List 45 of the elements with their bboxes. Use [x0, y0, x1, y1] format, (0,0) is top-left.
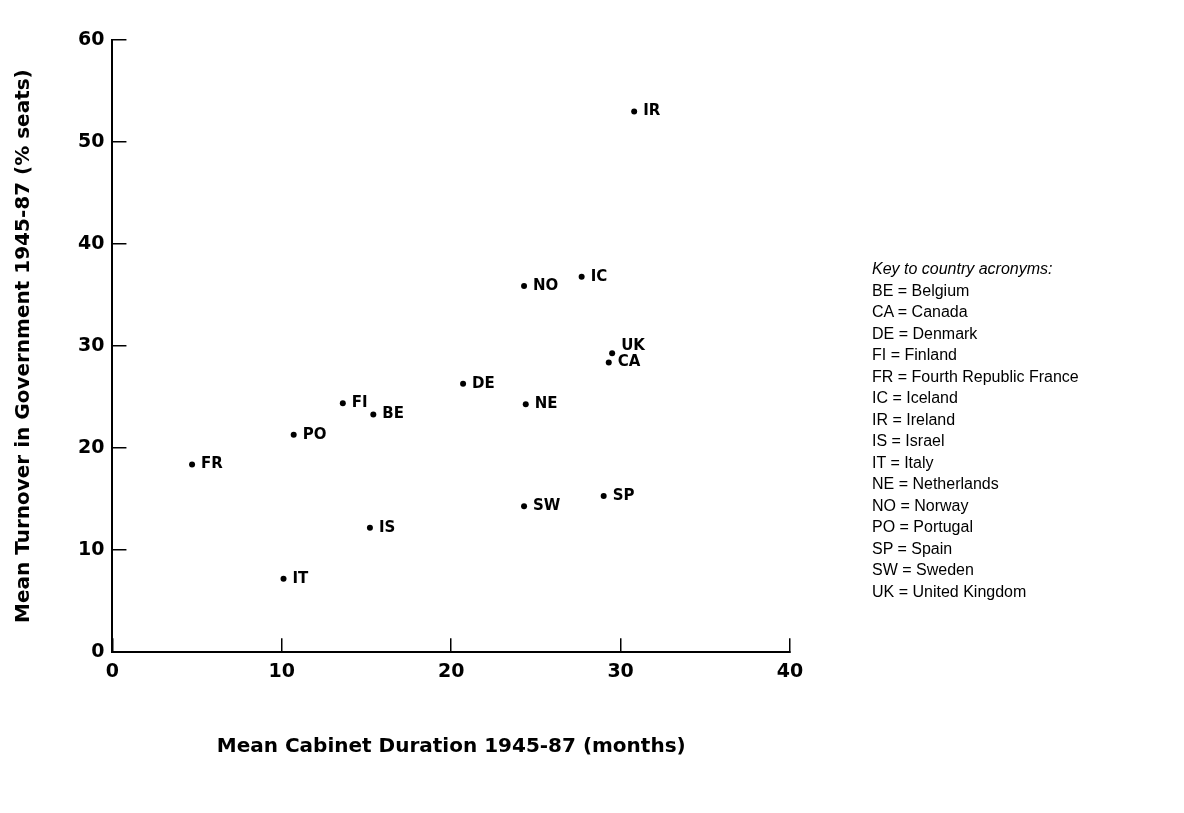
y-tick-label: 20 [77, 435, 105, 458]
annotation: IS [378, 517, 396, 536]
y-tick-label: 50 [77, 128, 105, 151]
text: FI = Finland [872, 345, 958, 365]
text: Key to country acronyms: [872, 259, 1054, 279]
text: IS = Israel [872, 431, 946, 451]
annotation: UK [621, 336, 647, 355]
y-tick-label: 30 [77, 333, 105, 356]
annotation: IC [590, 266, 608, 285]
text: IR = Ireland [872, 409, 957, 430]
x-tick-label: 20 [437, 658, 465, 681]
x-tick-label: 30 [607, 658, 634, 681]
annotation: SP [612, 485, 635, 504]
annotation: NE [534, 394, 558, 413]
annotation: DE [472, 373, 495, 392]
x-tick-label: 0 [105, 658, 120, 681]
text: NE = Netherlands [872, 474, 1000, 494]
text: IT = Italy [872, 452, 935, 473]
x-tick-label: 40 [776, 658, 804, 681]
x-tick-label: 10 [268, 658, 296, 681]
annotation: CA [617, 352, 641, 371]
annotation: FR [201, 454, 224, 473]
text: SP = Spain [872, 538, 954, 559]
annotation: NO [533, 275, 559, 294]
annotation: IR [643, 101, 661, 120]
text: BE = Belgium [872, 280, 971, 301]
text: DE = Denmark [872, 323, 979, 344]
text: IC = Iceland [872, 388, 959, 408]
text: NO = Norway [872, 495, 970, 516]
y-tick-label: 10 [77, 537, 105, 560]
text: CA = Canada [872, 302, 969, 322]
annotation: BE [382, 404, 404, 423]
annotation: FI [351, 393, 368, 412]
x-axis-title: Mean Cabinet Duration 1945-87 (months) [216, 733, 686, 758]
text: UK = United Kingdom [872, 581, 1028, 602]
annotation: IT [292, 568, 310, 587]
text: SW = Sweden [872, 560, 975, 580]
text: PO = Portugal [872, 517, 974, 537]
y-axis-title: Mean Turnover in Government 1945-87 (% seats) [10, 69, 35, 623]
text: FR = Fourth Republic France [872, 366, 1079, 387]
y-tick-label: 0 [91, 639, 105, 662]
annotation: SW [533, 496, 561, 515]
y-tick-label: 60 [77, 26, 105, 49]
annotation: PO [302, 424, 327, 443]
y-tick-label: 40 [77, 231, 105, 253]
